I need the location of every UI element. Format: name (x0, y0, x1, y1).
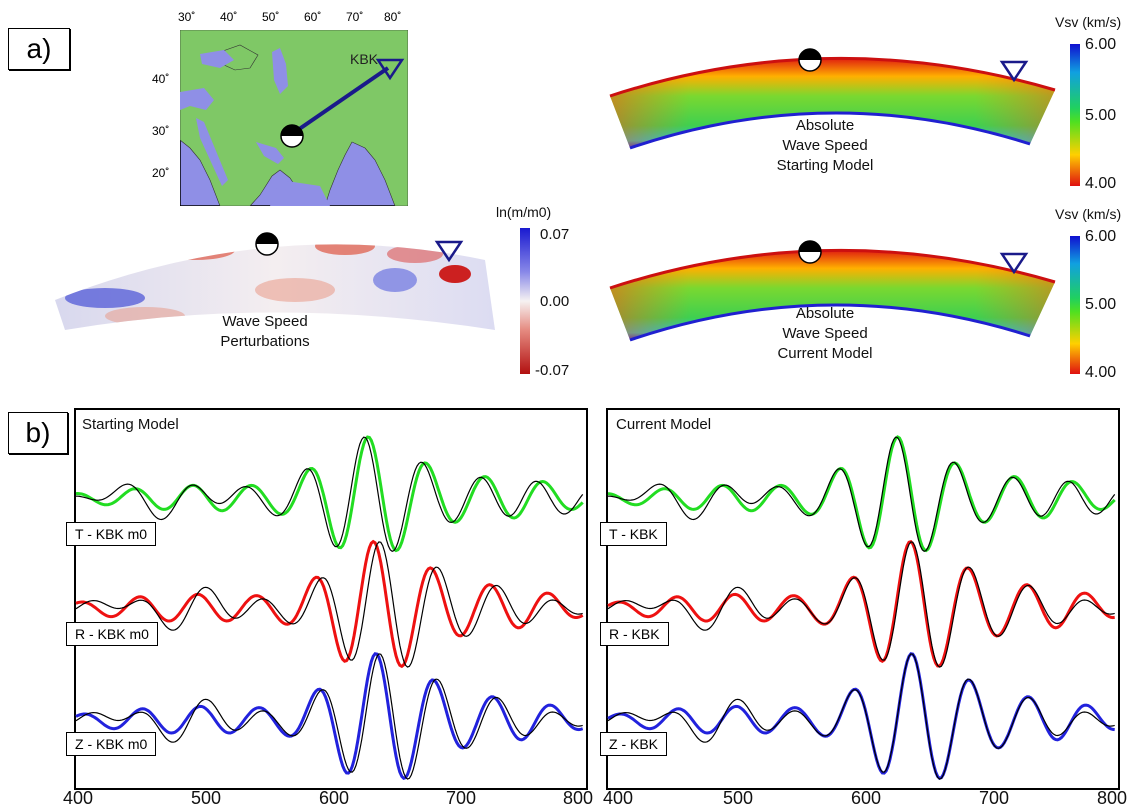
observed-trace-t (608, 436, 1116, 552)
black-sea (200, 50, 234, 68)
red-sea (196, 118, 228, 186)
map-lat-tick: 40˚ (152, 72, 170, 86)
x-tick-label: 600 (850, 788, 882, 808)
current-colorbar-title: Vsv (km/s) (1055, 206, 1122, 222)
starting-tick: 6.00 (1085, 36, 1117, 53)
x-tick-label: 700 (978, 788, 1010, 808)
event-beachball-icon (280, 124, 304, 148)
station-triangle-icon (999, 60, 1029, 83)
panel-b-label: b) (8, 412, 68, 454)
arabian-sea (270, 180, 330, 206)
starting-model-waveform-plot (74, 408, 588, 790)
x-tick-label: 400 (602, 788, 634, 808)
current-model-caption: Absolute Wave Speed Current Model (777, 305, 873, 362)
starting-colorbar-title: Vsv (km/s) (1055, 14, 1122, 30)
persian-gulf (256, 142, 284, 164)
event-beachball-icon (798, 48, 822, 72)
observed-trace-r (607, 541, 1115, 668)
trace-label-r: R - KBK (600, 622, 669, 646)
current-tick: 4.00 (1085, 364, 1117, 381)
perturbation-colorbar (520, 228, 530, 374)
trace-label-z: Z - KBK m0 (66, 732, 157, 756)
starting-tick: 5.00 (1085, 107, 1117, 124)
x-tick-label: 400 (62, 788, 94, 808)
synthetic-trace-z (75, 652, 584, 781)
x-tick-label: 500 (190, 788, 222, 808)
map-lat-tick: 20˚ (152, 166, 170, 180)
trace-label-t: T - KBK m0 (66, 522, 157, 546)
trace-label-z: Z - KBK (600, 732, 668, 756)
trace-label-t: T - KBK (600, 522, 667, 546)
station-triangle-icon (375, 58, 405, 81)
current-model-colorbar (1070, 236, 1080, 374)
synthetic-trace-r (75, 539, 584, 669)
map-lon-tick: 50˚ (262, 10, 280, 24)
observed-trace-t (76, 436, 584, 552)
current-model-title: Current Model (616, 416, 712, 433)
starting-model-colorbar (1070, 44, 1080, 186)
observed-trace-r (75, 541, 583, 668)
current-model-cross-section (609, 240, 1056, 342)
starting-model-cross-section (609, 48, 1056, 150)
map-lon-tick: 80˚ (384, 10, 402, 24)
x-tick-label: 800 (562, 788, 594, 808)
perturbation-anomaly (105, 307, 185, 325)
ray-path (290, 66, 390, 136)
perturbation-anomaly (315, 244, 375, 255)
current-tick: 6.00 (1085, 228, 1117, 245)
station-triangle-icon (999, 252, 1029, 275)
event-beachball-icon (798, 240, 822, 264)
current-model-waveform-plot (606, 408, 1120, 790)
map-lon-tick: 70˚ (346, 10, 364, 24)
perturbation-cross-section (55, 232, 495, 330)
x-tick-label: 500 (722, 788, 754, 808)
starting-tick: 4.00 (1085, 175, 1117, 192)
observed-trace-z (75, 653, 583, 780)
mediterranean (180, 88, 214, 110)
synthetic-trace-t (75, 435, 584, 553)
trace-label-r: R - KBK m0 (66, 622, 158, 646)
map-canvas: KBK (180, 30, 408, 206)
perturbation-anomaly (373, 268, 417, 292)
station-triangle-icon (434, 240, 464, 263)
perturbation-anomaly (155, 244, 235, 260)
perturbation-tick: -0.07 (535, 362, 570, 379)
map-lat-tick: 30˚ (152, 124, 170, 138)
x-tick-label: 600 (318, 788, 350, 808)
perturbation-tick: 0.07 (540, 226, 570, 243)
region-map: 30˚ 40˚ 50˚ 60˚ 70˚ 80˚ 40˚ 30˚ 20˚ KBK (148, 10, 408, 206)
map-lon-tick: 40˚ (220, 10, 238, 24)
perturbation-tick: 0.00 (540, 293, 570, 310)
waveform-traces (75, 435, 584, 781)
panel-a-label: a) (8, 28, 70, 70)
perturbation-colorbar-title: ln(m/m0) (496, 204, 552, 220)
current-tick: 5.00 (1085, 296, 1117, 313)
x-tick-label: 800 (1096, 788, 1128, 808)
observed-trace-z (607, 653, 1115, 780)
perturbation-anomaly (387, 245, 443, 263)
perturbation-anomaly (255, 278, 335, 302)
starting-model-caption: Absolute Wave Speed Starting Model (776, 117, 874, 174)
x-tick-label: 700 (445, 788, 477, 808)
map-lon-tick: 30˚ (178, 10, 196, 24)
map-station-label: KBK (350, 51, 379, 67)
map-lon-tick: 60˚ (304, 10, 322, 24)
perturbation-anomaly (439, 265, 471, 283)
event-beachball-icon (255, 232, 279, 256)
starting-model-title: Starting Model (82, 416, 179, 433)
synthetic-trace-t (607, 435, 1116, 553)
caspian-sea (272, 48, 288, 94)
waveform-traces (607, 435, 1116, 781)
perturbation-caption: Wave Speed Perturbations (220, 313, 310, 350)
perturbation-anomaly (65, 288, 145, 308)
